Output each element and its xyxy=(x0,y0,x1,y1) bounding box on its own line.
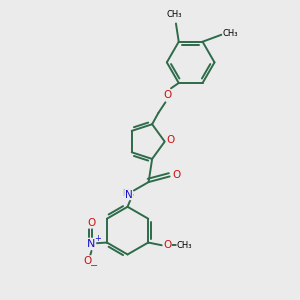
Text: −: − xyxy=(90,261,98,271)
Text: N: N xyxy=(87,239,96,249)
Text: CH₃: CH₃ xyxy=(177,241,192,250)
Text: O: O xyxy=(172,170,181,180)
Text: CH₃: CH₃ xyxy=(223,29,239,38)
Text: CH₃: CH₃ xyxy=(167,10,182,19)
Text: H: H xyxy=(122,189,129,198)
Text: +: + xyxy=(94,234,100,243)
Text: O: O xyxy=(163,240,171,250)
Text: O: O xyxy=(164,90,172,100)
Text: N: N xyxy=(125,190,133,200)
Text: O: O xyxy=(83,256,92,266)
Text: O: O xyxy=(87,218,96,228)
Text: O: O xyxy=(166,135,175,145)
